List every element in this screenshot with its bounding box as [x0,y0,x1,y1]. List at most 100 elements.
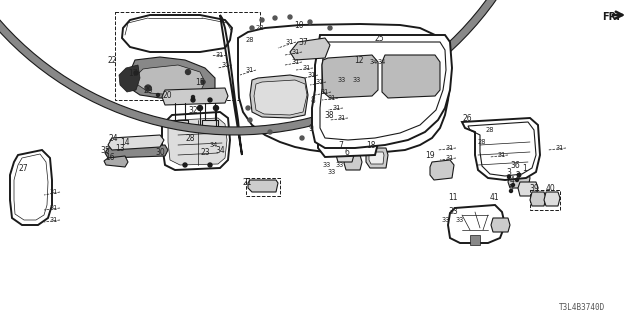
Text: 33: 33 [328,169,336,175]
Text: 20: 20 [162,91,172,100]
Text: 31: 31 [50,205,58,211]
Text: 28: 28 [256,25,264,31]
Text: 35: 35 [100,146,109,155]
Polygon shape [448,205,505,243]
Text: 11: 11 [448,194,458,203]
Text: 21: 21 [242,178,252,187]
Polygon shape [104,156,128,167]
Circle shape [208,163,212,167]
Text: 31: 31 [292,49,300,55]
Polygon shape [508,172,530,188]
Text: 33: 33 [442,217,451,223]
Circle shape [248,118,252,122]
Text: 34: 34 [378,59,387,65]
Text: 31: 31 [338,115,346,121]
Circle shape [208,98,212,102]
Polygon shape [530,192,546,206]
Circle shape [183,163,187,167]
Circle shape [508,175,511,179]
Text: 31: 31 [303,65,311,71]
Polygon shape [382,55,440,98]
Polygon shape [366,148,388,168]
Text: 28: 28 [486,127,495,133]
Text: FR.: FR. [602,12,620,22]
Text: 17: 17 [128,68,138,77]
Text: 7: 7 [338,140,343,149]
Text: 8: 8 [310,95,315,105]
Circle shape [250,26,254,30]
Text: 27: 27 [18,164,28,172]
Text: 31: 31 [222,62,230,68]
Circle shape [517,173,521,177]
Text: 5: 5 [508,183,513,193]
Polygon shape [544,192,560,206]
Text: 6: 6 [344,148,349,156]
Text: 33: 33 [353,77,361,83]
Text: 31: 31 [321,89,329,95]
Polygon shape [122,15,232,52]
Circle shape [509,189,513,193]
Text: 24: 24 [108,133,118,142]
Circle shape [246,106,250,110]
Text: 34: 34 [210,142,218,148]
Circle shape [260,18,264,22]
Text: 15: 15 [195,77,205,86]
Polygon shape [105,145,168,158]
Text: 31: 31 [556,145,564,151]
Text: 29: 29 [143,85,152,94]
Circle shape [157,93,159,97]
Circle shape [145,85,151,91]
Text: 33: 33 [323,162,332,168]
Text: 25: 25 [374,34,383,43]
Text: 31: 31 [316,79,324,85]
Circle shape [268,130,272,134]
Text: 31: 31 [333,105,341,111]
Polygon shape [162,112,230,170]
Polygon shape [319,100,378,126]
Polygon shape [318,127,380,157]
Circle shape [134,71,138,75]
Text: 36: 36 [510,161,520,170]
Text: 39: 39 [529,183,539,193]
Text: 13: 13 [115,143,125,153]
Text: 28: 28 [478,139,486,145]
Text: 31: 31 [246,67,254,73]
Circle shape [214,106,218,110]
Circle shape [300,136,304,140]
Polygon shape [127,57,215,98]
Circle shape [328,26,332,30]
Polygon shape [322,55,378,98]
Polygon shape [238,24,450,153]
Text: 30: 30 [155,148,164,156]
Polygon shape [250,75,308,118]
Polygon shape [248,180,278,192]
Polygon shape [162,88,228,105]
Circle shape [191,95,195,99]
Text: 23: 23 [200,148,210,156]
Text: 31: 31 [446,145,454,151]
Circle shape [515,179,518,181]
Polygon shape [320,75,405,120]
Text: 33: 33 [456,217,464,223]
Circle shape [288,15,292,19]
Text: 38: 38 [324,110,333,119]
Circle shape [198,106,202,110]
Polygon shape [344,155,362,170]
Text: 1: 1 [522,164,527,172]
Text: 31: 31 [286,39,294,45]
Text: 31: 31 [328,95,336,101]
Polygon shape [290,38,330,60]
Polygon shape [137,65,205,95]
Text: 41: 41 [490,194,500,203]
Polygon shape [10,150,52,225]
Text: 28: 28 [246,37,255,43]
Text: 14: 14 [120,138,130,147]
Text: 31: 31 [292,59,300,65]
Polygon shape [336,148,354,162]
Text: 37: 37 [298,37,308,46]
Text: 32: 32 [188,106,198,115]
Text: 33: 33 [336,162,344,168]
Text: 34: 34 [215,146,225,155]
Polygon shape [108,135,164,150]
Text: 19: 19 [425,150,435,159]
